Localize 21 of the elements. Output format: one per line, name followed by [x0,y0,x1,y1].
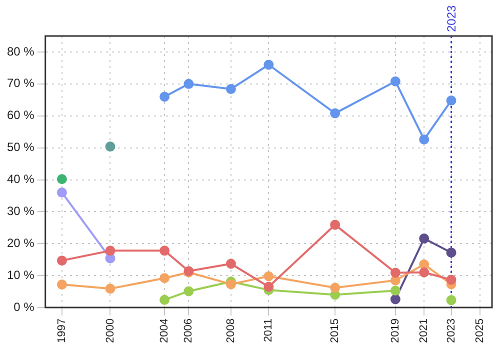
x-tick-label: 2004 [158,318,171,344]
x-tick-label: 2021 [418,318,430,344]
y-tick-label: 0 % [14,300,35,314]
x-tick-label: 2023 [445,318,458,344]
x-tick-label: 2025 [474,318,486,344]
y-tick-label: 60 % [6,108,35,122]
x-tick-label: 2015 [329,318,342,344]
x-tick-label: 2008 [224,318,237,344]
x-tick-label: 1997 [56,318,68,344]
y-tick-label: 10 % [6,268,35,282]
y-tick-label: 30 % [6,204,35,218]
y-tick-label: 40 % [6,172,35,186]
x-tick-label: 2000 [104,318,116,344]
y-tick-label: 50 % [6,140,35,154]
x-tick-label: 2011 [262,318,275,342]
y-tick-label: 80 % [6,44,35,58]
x-tick-label: 2019 [389,318,402,344]
y-tick-label: 20 % [6,236,35,250]
x-tick-label: 2006 [182,318,195,344]
y-tick-label: 70 % [6,76,35,90]
ref-line-label: 2023 [444,4,458,32]
